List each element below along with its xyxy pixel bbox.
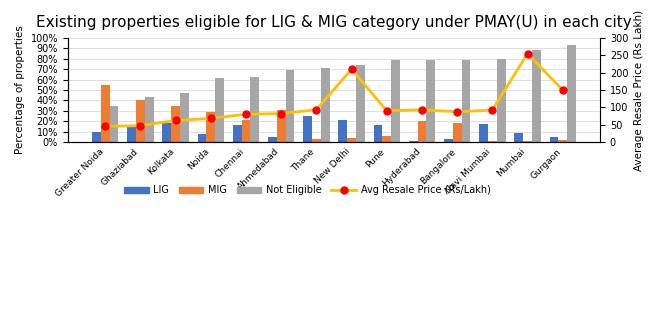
Bar bbox=[101, 85, 109, 142]
Bar bbox=[550, 137, 558, 142]
Bar bbox=[92, 131, 101, 142]
Y-axis label: Percentage of properties: Percentage of properties bbox=[15, 26, 25, 154]
Bar bbox=[558, 140, 567, 142]
Bar bbox=[453, 123, 461, 142]
Bar bbox=[180, 93, 188, 142]
Bar bbox=[145, 97, 154, 142]
Bar bbox=[321, 68, 330, 142]
Bar bbox=[215, 78, 224, 142]
Bar bbox=[391, 60, 400, 142]
Bar bbox=[374, 125, 382, 142]
Title: Existing properties eligible for LIG & MIG category under PMAY(U) in each city: Existing properties eligible for LIG & M… bbox=[36, 15, 632, 30]
Bar bbox=[479, 124, 488, 142]
Bar bbox=[338, 120, 347, 142]
Bar bbox=[382, 136, 391, 142]
Bar bbox=[250, 76, 259, 142]
Bar bbox=[198, 133, 206, 142]
Bar bbox=[242, 120, 250, 142]
Bar bbox=[303, 116, 312, 142]
Bar bbox=[162, 123, 171, 142]
Bar bbox=[567, 45, 576, 142]
Bar bbox=[356, 65, 364, 142]
Bar bbox=[285, 70, 295, 142]
Bar bbox=[461, 60, 471, 142]
Bar bbox=[514, 132, 523, 142]
Bar bbox=[109, 106, 119, 142]
Y-axis label: Average Resale Price (Rs Lakh): Average Resale Price (Rs Lakh) bbox=[634, 9, 644, 171]
Bar bbox=[426, 60, 435, 142]
Bar bbox=[136, 100, 145, 142]
Bar bbox=[277, 110, 285, 142]
Bar bbox=[418, 121, 426, 142]
Bar bbox=[171, 106, 180, 142]
Bar bbox=[523, 141, 532, 142]
Bar bbox=[268, 137, 277, 142]
Bar bbox=[409, 141, 418, 142]
Bar bbox=[497, 59, 505, 142]
Bar bbox=[444, 139, 453, 142]
Bar bbox=[312, 139, 321, 142]
Bar bbox=[127, 126, 136, 142]
Bar bbox=[347, 138, 356, 142]
Bar bbox=[488, 141, 497, 142]
Bar bbox=[532, 49, 540, 142]
Bar bbox=[233, 125, 242, 142]
Legend: LIG, MIG, Not Eligible, Avg Resale Price (Rs/Lakh): LIG, MIG, Not Eligible, Avg Resale Price… bbox=[121, 182, 494, 199]
Bar bbox=[206, 112, 215, 142]
